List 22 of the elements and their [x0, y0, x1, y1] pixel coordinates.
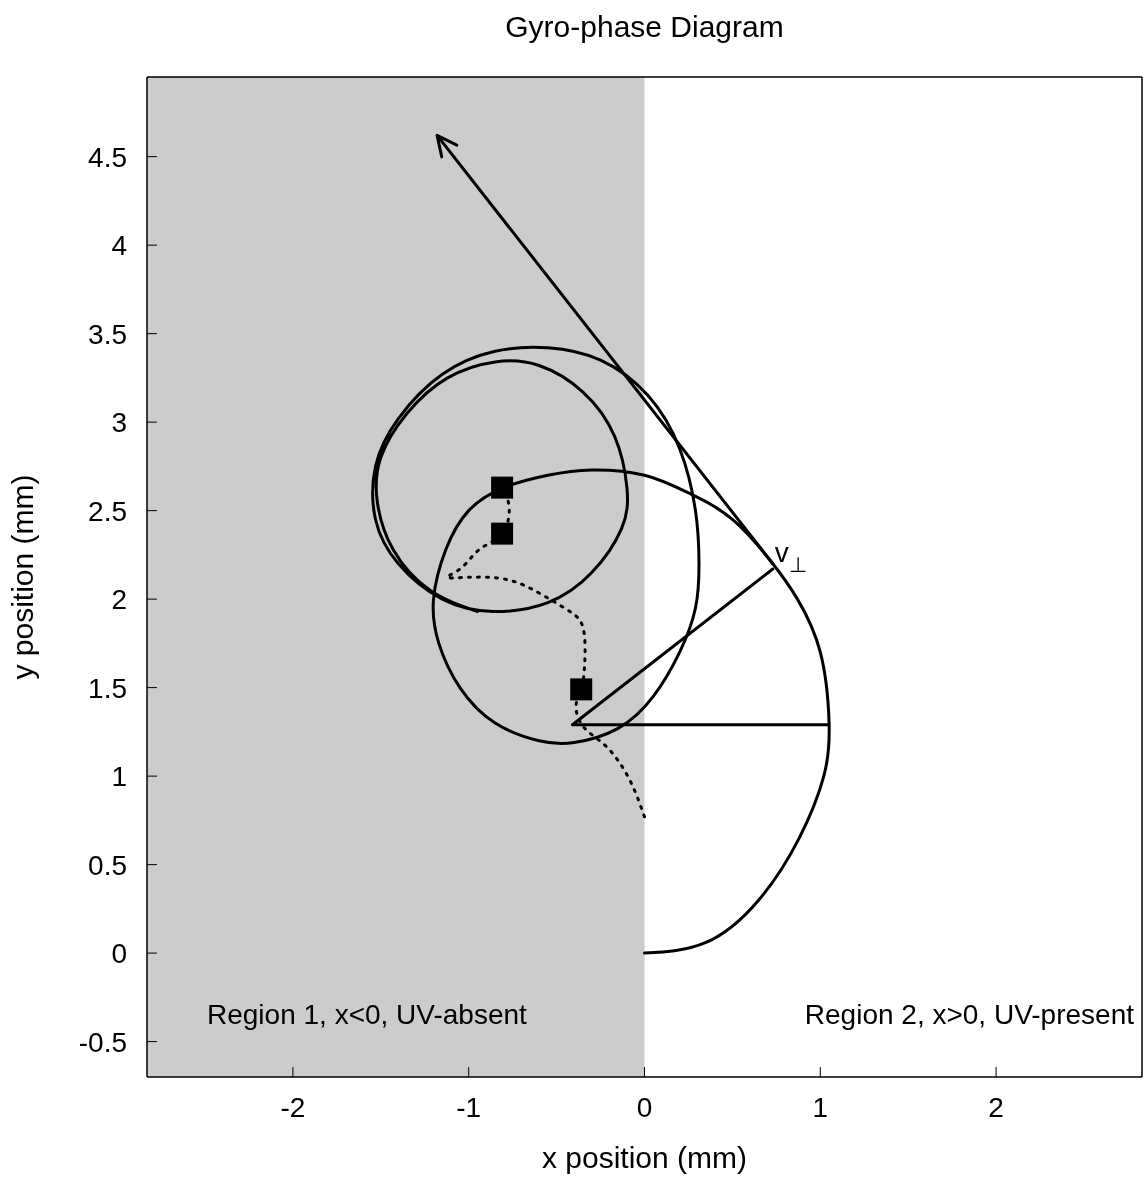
- y-tick-label: 3.5: [88, 318, 127, 350]
- x-tick-label: -1: [456, 1091, 482, 1123]
- x-tick-label: -2: [280, 1091, 306, 1123]
- x-tick-label: 1: [812, 1091, 829, 1123]
- y-tick-label: 4: [111, 230, 127, 262]
- x-axis-title: x position (mm): [541, 1141, 748, 1174]
- annotation: v$_{⊥}$: [774, 537, 807, 577]
- x-tick-label: 2: [988, 1091, 1004, 1123]
- y-tick-label: 3: [111, 407, 127, 439]
- y-tick-label: 1: [111, 761, 127, 793]
- x-tick-label: 0: [636, 1091, 653, 1123]
- y-tick-label: 1.5: [88, 672, 127, 704]
- annotation: Region 1, x<0, UV-absent: [207, 999, 528, 1031]
- y-axis-title: y position (mm): [5, 474, 39, 680]
- y-tick-label: -0.5: [78, 1026, 127, 1058]
- y-tick-label: 0.5: [88, 849, 127, 881]
- y-tick-label: 4.5: [88, 141, 127, 173]
- y-tick-label: 0: [111, 938, 127, 970]
- chart-title: Gyro-phase Diagram: [505, 10, 784, 44]
- y-tick-label: 2.5: [88, 495, 127, 527]
- annotation: Region 2, x>0, UV-present: [804, 999, 1135, 1031]
- y-tick-label: 2: [111, 584, 127, 616]
